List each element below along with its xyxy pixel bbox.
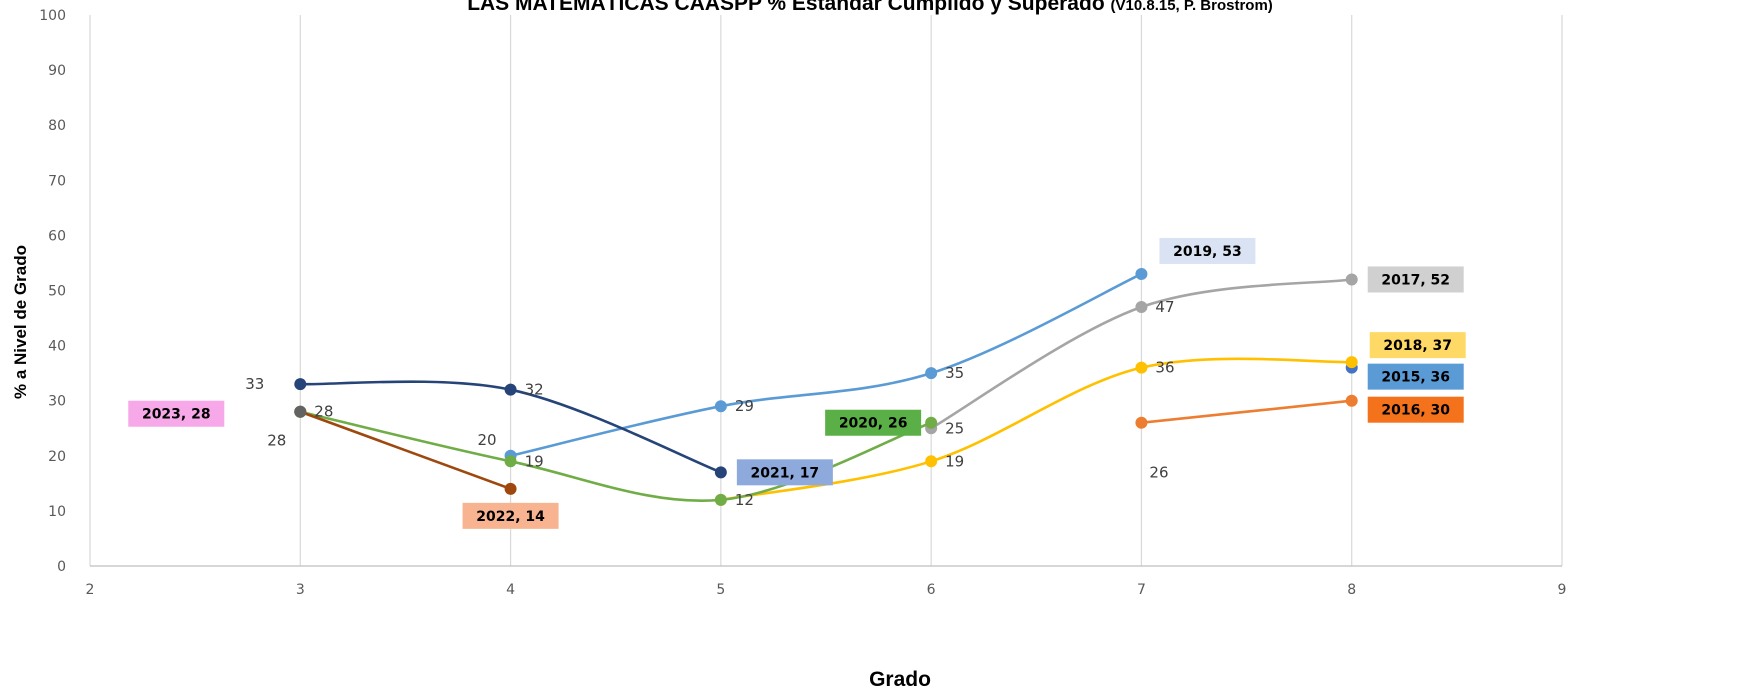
x-tick-label: 6 [927,582,936,598]
data-point-2019 [925,367,938,380]
callout-2016: 2016, 30 [1367,396,1464,423]
callout-2017: 2017, 52 [1367,266,1464,293]
chart-title: LAS MATEMÁTICAS CAASPP % Estándar Cumpli… [0,0,1740,16]
data-point-2019 [1135,267,1148,280]
y-tick-label: 10 [48,504,66,520]
data-point-2021 [504,383,517,396]
y-tick-label: 80 [48,118,66,134]
series-line-2022 [299,410,512,491]
callout-2019: 2019, 53 [1159,237,1256,264]
data-label: 36 [1155,359,1174,377]
y-tick-label: 90 [48,63,66,79]
callout-label: 2018, 37 [1383,338,1452,354]
callout-2018: 2018, 37 [1369,332,1466,359]
grid-lines [89,15,1563,566]
callout-box [736,459,833,486]
data-point-2019 [714,400,727,413]
series-lines [294,267,1358,506]
data-point-2021 [294,378,307,391]
x-tick-label: 4 [506,582,515,598]
callout-label: 2020, 26 [839,416,908,432]
data-point-2017 [1135,301,1148,314]
data-point-2020 [504,455,517,468]
callout-box [1159,237,1256,264]
series-line-2016 [1141,399,1352,425]
data-point-2018 [1135,361,1148,374]
callout-box [1367,363,1464,390]
data-point-2022 [504,482,517,495]
callout-label: 2015, 36 [1381,370,1450,386]
x-tick-label: 9 [1558,582,1567,598]
data-point-2017 [1345,273,1358,286]
data-label: 25 [945,419,964,437]
data-label: 32 [525,381,544,399]
callout-label: 2021, 17 [751,465,820,481]
chart-title-sub: (V10.8.15, P. Brostrom) [1110,0,1273,14]
callout-box [128,400,225,427]
data-label: 35 [945,364,964,382]
data-point-2018 [1345,356,1358,369]
callout-box [825,409,922,436]
data-point-2020 [925,416,938,429]
data-label: 19 [945,452,964,470]
x-tick-label: 7 [1137,582,1146,598]
callout-label: 2017, 52 [1381,272,1450,288]
y-tick-label: 30 [48,394,66,410]
chart-title-main: LAS MATEMÁTICAS CAASPP % Estándar Cumpli… [467,0,1105,15]
y-tick-label: 0 [57,559,66,575]
callout-2023: 2023, 28 [128,400,225,427]
data-label: 19 [525,452,544,470]
data-label: 20 [477,431,496,449]
y-tick-label: 100 [39,8,66,24]
callout-box [1367,266,1464,293]
x-tick-label: 2 [86,582,95,598]
data-point-2016 [1345,394,1358,407]
callout-2020: 2020, 26 [825,409,922,436]
y-tick-label: 70 [48,173,66,189]
data-label: 29 [735,397,754,415]
callout-labels: 2019, 53 2017, 52 2018, 37 2015, 36 2016, 30… [128,237,1466,529]
callout-label: 2016, 30 [1381,403,1450,419]
x-axis-title: Grado [869,668,931,691]
data-point-2023 [294,405,307,418]
y-axis-title: % a Nivel de Grado [11,245,30,399]
callout-2015: 2015, 36 [1367,363,1464,390]
data-point-2018 [925,455,938,468]
data-label: 28 [314,403,333,421]
data-label: 12 [735,491,754,509]
data-point-2021 [714,466,727,479]
data-labels: 33 28 28 32 20 19 29 12 35 25 19 47 36 26 [245,298,1174,509]
series-line-2018 [720,357,1352,502]
callout-label: 2023, 28 [142,407,211,423]
data-label: 28 [267,432,286,450]
data-point-2020 [714,493,727,506]
x-tick-label: 3 [296,582,305,598]
callout-box [462,502,559,529]
x-tick-label: 5 [716,582,725,598]
callout-box [1367,396,1464,423]
data-label: 47 [1155,298,1174,316]
callout-2021: 2021, 17 [736,459,833,486]
callout-box [1369,332,1466,359]
y-tick-label: 20 [48,449,66,465]
y-tick-label: 40 [48,339,66,355]
y-tick-label: 50 [48,284,66,300]
callout-label: 2022, 14 [476,509,545,525]
data-label: 33 [245,375,264,393]
series-line-2019 [510,272,1142,458]
data-point-2016 [1135,416,1148,429]
y-tick-label: 60 [48,228,66,244]
callout-label: 2019, 53 [1173,244,1242,260]
series-line-2020 [299,410,932,502]
x-tick-label: 8 [1347,582,1356,598]
callout-2022: 2022, 14 [462,502,559,529]
data-label: 26 [1149,464,1168,482]
